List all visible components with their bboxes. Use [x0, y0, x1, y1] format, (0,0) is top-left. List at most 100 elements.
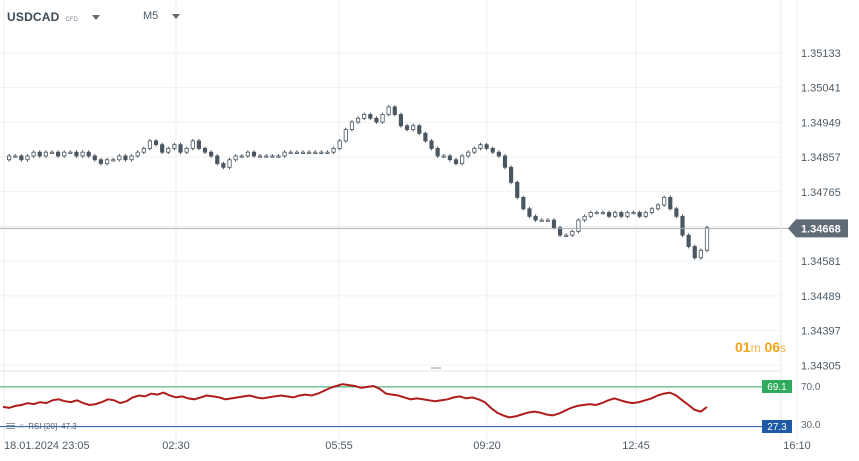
timeframe-selector[interactable]: M5: [143, 10, 181, 22]
candle-body: [570, 231, 575, 236]
rsi-axis-upper: 70.0: [801, 382, 821, 393]
candle-body: [80, 151, 85, 157]
candle-body: [441, 155, 446, 158]
candle-body: [380, 114, 385, 123]
candle-body: [233, 155, 238, 161]
candle-body: [453, 159, 459, 164]
indicator-name: RSI [20]: [28, 421, 58, 431]
candle-body: [19, 155, 24, 161]
candle-body: [509, 166, 514, 183]
candle-body: [307, 151, 312, 154]
candle-body: [521, 197, 526, 210]
candle-body: [92, 155, 97, 161]
candle-body: [460, 155, 465, 164]
price-tick-label: 1.34397: [801, 326, 841, 338]
candle-body: [429, 140, 434, 149]
candle-body: [74, 151, 79, 157]
candle-countdown-timer: 01m 06s: [735, 339, 786, 355]
chart-grid: [0, 0, 798, 440]
candle-body: [141, 148, 146, 153]
candle-body: [349, 121, 355, 130]
candle-body: [221, 163, 226, 168]
indicator-legend: × RSI [20] 47.3: [6, 421, 77, 431]
candle-body: [368, 114, 373, 119]
candle-body: [86, 151, 91, 157]
rsi-axis-lower: 30.0: [801, 420, 821, 431]
candle-body: [153, 140, 159, 146]
candle-body: [692, 246, 697, 259]
candle-body: [209, 151, 214, 157]
candle-body: [98, 159, 104, 164]
price-axis[interactable]: 1.35133 1.35041 1.34949 1.34857 1.34765 1.345…: [801, 48, 841, 372]
candle-body: [325, 151, 330, 154]
candle-body: [288, 151, 293, 154]
timer-seconds: 06: [764, 339, 781, 355]
time-tick-label: 05:55: [325, 440, 353, 452]
candle-body: [319, 151, 324, 154]
candle-body: [625, 212, 630, 217]
symbol-selector[interactable]: USDCAD CFD: [7, 10, 100, 24]
candle-body: [637, 212, 642, 217]
candle-body: [300, 151, 306, 154]
candle-body: [564, 234, 569, 237]
candle-body: [331, 148, 336, 153]
candle-body: [392, 106, 397, 115]
candle-body: [282, 151, 287, 157]
close-icon[interactable]: ×: [19, 421, 25, 431]
symbol-name: USDCAD: [7, 10, 60, 24]
candle-body: [643, 212, 648, 217]
candle-body: [160, 144, 165, 153]
candle-body: [111, 159, 116, 162]
candle-body: [649, 208, 654, 213]
candle-body: [606, 212, 612, 217]
candle-body: [600, 212, 606, 215]
candle-body: [557, 227, 563, 236]
candle-body: [435, 148, 440, 157]
candle-body: [123, 155, 128, 161]
candle-body: [251, 151, 257, 157]
candle-body: [362, 114, 367, 119]
menu-icon[interactable]: [6, 423, 15, 429]
chevron-down-icon: [172, 13, 181, 19]
candle-body: [178, 144, 183, 153]
pane-resize-handle[interactable]: [431, 367, 441, 369]
candle-body: [655, 204, 661, 210]
candle-body: [588, 212, 593, 217]
indicator-value: 47.3: [61, 421, 77, 431]
candle-body: [539, 219, 544, 222]
candle-body: [166, 148, 171, 153]
candle-body: [515, 181, 520, 198]
price-tick-label: 1.34949: [801, 117, 841, 129]
candle-body: [276, 155, 281, 158]
candle-body: [117, 155, 122, 161]
rsi-lower-tag-value: 27.3: [767, 422, 787, 433]
candle-body: [343, 129, 348, 142]
instrument-type: CFD: [65, 17, 78, 23]
rsi-line: [2, 383, 708, 419]
time-tick-label: 12:45: [622, 440, 650, 452]
candle-body: [619, 212, 624, 217]
price-tick-label: 1.35041: [801, 83, 841, 95]
candle-body: [502, 155, 508, 168]
price-tick-label: 1.34765: [801, 187, 841, 199]
candle-body: [447, 155, 452, 161]
timer-minutes-unit: m: [750, 341, 761, 355]
price-candles[interactable]: [7, 105, 710, 260]
candle-body: [172, 144, 177, 149]
current-price-tag-shape: [788, 219, 848, 238]
candle-body: [386, 106, 391, 115]
candle-body: [135, 151, 140, 157]
time-tick-label: 09:20: [473, 440, 501, 452]
timer-seconds-unit: s: [780, 341, 787, 355]
candle-body: [423, 132, 428, 142]
rsi-lower-tag: 27.3: [762, 420, 792, 433]
time-tick-label: 16:10: [783, 440, 811, 452]
candle-body: [527, 208, 532, 217]
candle-body: [264, 155, 269, 158]
candle-body: [104, 159, 110, 164]
time-axis[interactable]: 18.01.2024 23:05 02:30 05:55 09:20 12:45 16:1…: [4, 440, 811, 452]
candle-body: [704, 227, 710, 251]
rsi-upper-tag: 69.1: [762, 380, 792, 393]
candle-body: [25, 155, 30, 161]
